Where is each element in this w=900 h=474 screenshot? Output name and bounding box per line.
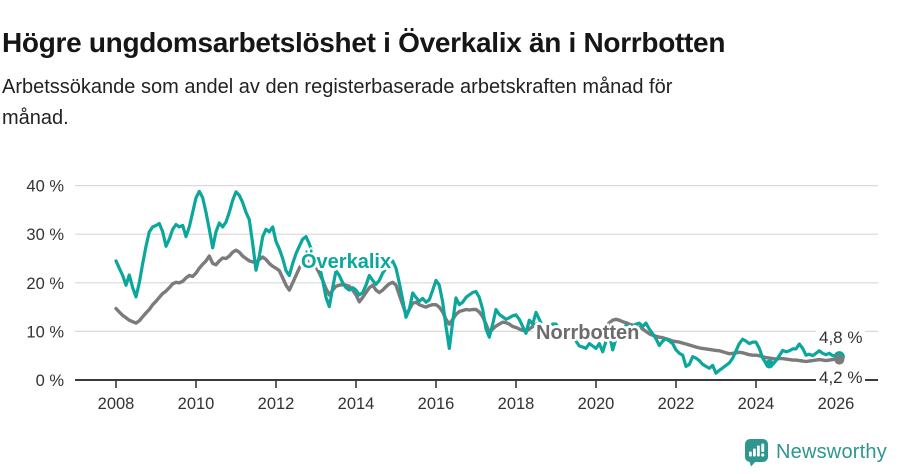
svg-text:20 %: 20 % (26, 275, 64, 293)
chart-subtitle: Arbetssökande som andel av den registerb… (2, 72, 872, 134)
svg-text:2016: 2016 (418, 395, 455, 413)
subtitle-line-1: Arbetssökande som andel av den registerb… (2, 76, 673, 98)
svg-text:2008: 2008 (98, 395, 135, 413)
svg-text:10 %: 10 % (26, 323, 64, 341)
overkalix-series-label: Överkalix (301, 251, 392, 273)
svg-text:2014: 2014 (338, 395, 375, 413)
newsworthy-logo-icon (745, 439, 768, 467)
newsworthy-logo: Newsworthy (744, 438, 887, 467)
svg-text:40 %: 40 % (26, 178, 64, 196)
norrbotten-series-label: Norrbotten (536, 322, 640, 344)
svg-text:2018: 2018 (498, 395, 535, 413)
svg-text:2024: 2024 (738, 395, 775, 413)
subtitle-line-2: månad. (2, 107, 69, 129)
svg-text:2022: 2022 (658, 395, 695, 413)
svg-text:2010: 2010 (178, 395, 215, 413)
svg-text:0 %: 0 % (36, 372, 65, 390)
latest-value-label-norrbotten: 4,2 % (816, 368, 866, 388)
svg-text:2012: 2012 (258, 395, 295, 413)
newsworthy-wordmark: Newsworthy (776, 441, 887, 463)
svg-text:2020: 2020 (578, 395, 615, 413)
svg-text:2026: 2026 (818, 395, 855, 413)
latest-value-label-overkalix: 4,8 % (816, 328, 866, 348)
page-title: Högre ungdomsarbetslöshet i Överkalix än… (2, 26, 726, 58)
svg-text:30 %: 30 % (26, 226, 64, 244)
